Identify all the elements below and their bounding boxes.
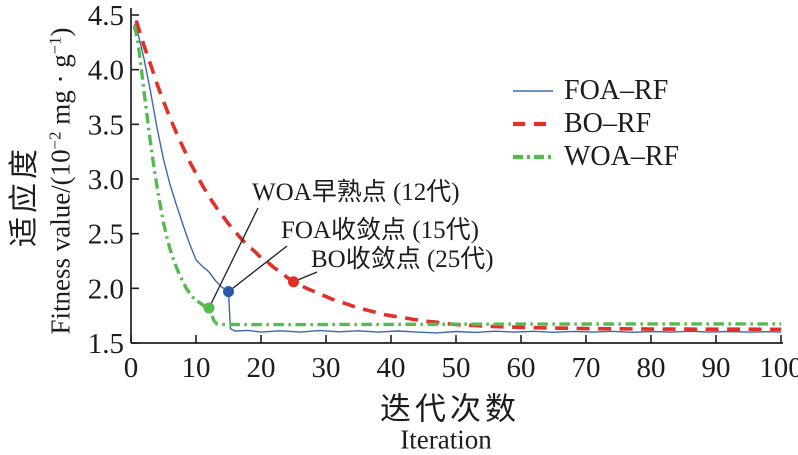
legend-label: FOA–RF — [564, 74, 669, 106]
legend-label: WOA–RF — [564, 140, 680, 172]
y-tick-label: 2.0 — [88, 273, 124, 305]
x-tick-label: 10 — [182, 352, 211, 384]
x-tick-label: 100 — [759, 352, 798, 384]
y-tick-label: 4.0 — [88, 55, 124, 87]
legend: FOA–RF BO–RF WOA–RF — [512, 74, 679, 173]
series-line-foa-rf — [133, 23, 782, 334]
legend-item-bo-rf: BO–RF — [512, 107, 679, 140]
x-tick-label: 40 — [377, 352, 406, 384]
y-tick-label: 3.0 — [88, 164, 124, 196]
x-tick-label: 80 — [637, 352, 666, 384]
legend-item-woa-rf: WOA–RF — [512, 140, 679, 173]
annotation-leader-line — [208, 207, 259, 309]
x-tick-label: 0 — [124, 352, 139, 384]
legend-line-sample-bo — [513, 121, 553, 126]
y-tick-label: 2.5 — [88, 219, 124, 251]
y-tick-label: 3.5 — [88, 109, 124, 141]
convergence-marker — [223, 286, 234, 298]
x-tick-label: 60 — [507, 352, 536, 384]
legend-line-sample-foa — [513, 89, 553, 92]
x-axis-title-english: Iteration — [400, 424, 492, 455]
legend-label: BO–RF — [564, 107, 652, 139]
series-line-bo-rf — [134, 19, 782, 332]
y-axis-title-chinese: 适应度 — [8, 145, 41, 247]
convergence-marker — [288, 276, 299, 288]
y-axis-title-part: Fitness value/(10 — [45, 149, 76, 335]
annotation-leader-line — [228, 245, 288, 293]
y-axis-title-part: mg · g — [45, 54, 76, 132]
y-tick-label: 4.5 — [88, 0, 124, 32]
series-line-woa-rf — [132, 25, 781, 327]
y-tick-label: 1.5 — [88, 328, 124, 360]
y-axis-title-part: ) — [45, 27, 76, 37]
legend-line-sample-woa — [513, 154, 553, 159]
convergence-marker — [203, 302, 215, 314]
annotation-bo-convergence-point: BO收敛点 (25代) — [311, 246, 494, 273]
x-axis-title-chinese: 迭代次数 — [380, 391, 520, 427]
x-tick-label: 50 — [442, 352, 471, 384]
y-axis-title-superscript: −2 — [45, 131, 65, 150]
legend-item-foa-rf: FOA–RF — [512, 74, 679, 107]
x-tick-label: 30 — [312, 352, 341, 384]
annotation-foa-convergence-point: FOA收敛点 (15代) — [281, 217, 479, 244]
x-tick-label: 20 — [247, 352, 276, 384]
y-axis-title-english: Fitness value/(10−2 mg · g−1) — [45, 27, 76, 334]
x-tick-label: 70 — [572, 352, 601, 384]
x-tick-label: 90 — [702, 352, 731, 384]
annotation-woa-premature-point: WOA早熟点 (12代) — [252, 179, 460, 206]
y-axis-title-superscript: −1 — [45, 36, 65, 55]
